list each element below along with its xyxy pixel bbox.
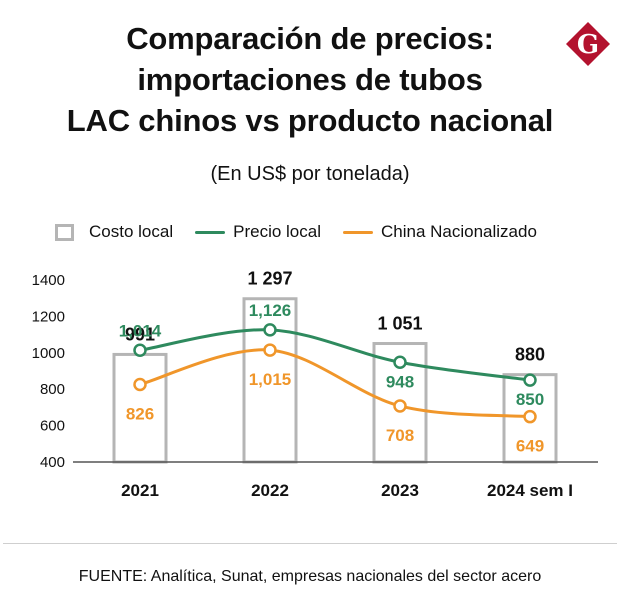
point-precio-local [393, 355, 407, 370]
y-tick-label: 800 [40, 381, 65, 398]
data-label-china-nacionalizado: 1,015 [249, 370, 292, 389]
data-label-precio-local: 1,126 [249, 301, 292, 320]
gestion-logo-icon: G [566, 22, 610, 66]
title-line-3: LAC chinos vs producto nacional [66, 103, 554, 138]
chart-legend: Costo local Precio local China Nacionali… [55, 221, 559, 243]
title-line-1: Comparación de precios: [126, 21, 494, 56]
y-tick-label: 1400 [32, 272, 65, 289]
point-precio-local [133, 343, 147, 358]
chart-subtitle: (En US$ por tonelada) [210, 163, 410, 185]
chart-title: Comparación de precios: importaciones de… [20, 18, 600, 141]
line-china-nacionalizado [138, 348, 532, 419]
title-line-2: importaciones de tubos [137, 62, 483, 97]
point-china-nacionalizado [393, 399, 407, 413]
legend-box-icon [55, 223, 74, 241]
x-tick-label: 2021 [121, 481, 159, 500]
legend-item-china-nacionalizado: China Nacionalizado [342, 222, 537, 242]
point-china-nacionalizado [263, 343, 277, 357]
data-label-costo-local: 880 [515, 345, 545, 365]
legend-line-orange-icon [342, 230, 373, 234]
data-label-china-nacionalizado: 649 [516, 437, 544, 456]
data-label-costo-local: 1 051 [377, 314, 422, 334]
y-tick-label: 600 [40, 418, 65, 435]
data-label-costo-local: 1 297 [247, 269, 292, 289]
legend-item-costo-local: Costo local [55, 222, 173, 242]
point-china-nacionalizado [523, 409, 537, 424]
footer-divider [3, 543, 617, 544]
legend-item-precio-local: Precio local [195, 222, 321, 242]
data-label-china-nacionalizado: 826 [126, 404, 154, 423]
source-note: FUENTE: Analítica, Sunat, empresas nacio… [78, 568, 542, 585]
line-precio-local [138, 328, 532, 382]
legend-line-green-icon [195, 230, 226, 234]
x-tick-label: 2023 [381, 481, 419, 500]
data-label-china-nacionalizado: 708 [386, 426, 414, 445]
data-label-precio-local: 1,014 [119, 321, 162, 340]
x-tick-label: 2024 sem I [487, 481, 573, 500]
x-tick-label: 2022 [251, 481, 289, 500]
y-tick-label: 400 [40, 454, 65, 471]
point-precio-local [523, 373, 537, 387]
point-china-nacionalizado [133, 377, 147, 392]
data-label-precio-local: 948 [386, 372, 414, 391]
y-tick-label: 1000 [32, 345, 65, 362]
legend-label: Costo local [89, 222, 174, 241]
y-tick-label: 1200 [32, 308, 65, 325]
logo-letter: G [577, 30, 599, 60]
point-precio-local [263, 323, 277, 337]
data-label-costo-local: 991 [125, 324, 155, 344]
legend-label: China Nacionalizado [380, 222, 537, 241]
legend-label: Precio local [233, 222, 321, 241]
data-label-precio-local: 850 [516, 390, 544, 409]
